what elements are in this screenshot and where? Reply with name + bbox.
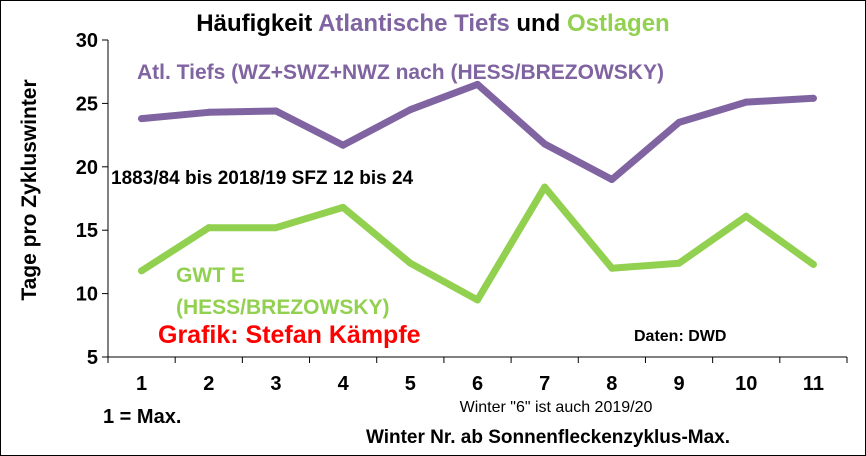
- data-point: [339, 141, 347, 149]
- data-point: [339, 203, 347, 211]
- chart-title-part-2: und: [510, 10, 567, 37]
- y-tick-label: 5: [87, 347, 98, 369]
- data-point: [474, 296, 481, 304]
- period-annotation: 1883/84 bis 2018/19 SFZ 12 bis 24: [111, 168, 414, 189]
- chart-title-part-3: Ostlagen: [567, 10, 670, 37]
- x-tick-label: 8: [606, 373, 617, 395]
- data-point: [474, 80, 481, 88]
- x-tick-label: 9: [673, 373, 684, 395]
- data-point: [675, 259, 683, 267]
- winter-note: Winter "6" ist auch 2019/20: [460, 399, 653, 416]
- data-point: [406, 259, 414, 267]
- y-tick-label: 25: [76, 93, 98, 115]
- x-tick-label: 1: [136, 373, 147, 395]
- y-tick-label: 15: [76, 220, 98, 242]
- max-note: 1 = Max.: [103, 406, 181, 428]
- data-point: [608, 175, 616, 183]
- x-tick-label: 2: [203, 373, 214, 395]
- data-point: [205, 108, 213, 116]
- data-point: [809, 94, 817, 102]
- data-point: [675, 118, 683, 126]
- data-point: [138, 267, 146, 275]
- data-point: [272, 224, 280, 232]
- y-tick-label: 10: [76, 284, 98, 306]
- chart-title-part-0: Häufigkeit: [196, 10, 318, 37]
- x-tick-label: 10: [735, 373, 757, 395]
- x-tick-label: 6: [472, 373, 483, 395]
- data-point: [272, 107, 280, 115]
- x-tick-label: 3: [270, 373, 281, 395]
- x-tick-label: 11: [803, 373, 824, 395]
- data-point: [138, 115, 146, 123]
- chart-title: Häufigkeit Atlantische Tiefs und Ostlage…: [196, 10, 669, 37]
- data-point: [541, 183, 549, 191]
- series-label-atl: Atl. Tiefs (WZ+SWZ+NWZ nach (HESS/BREZOW…: [137, 61, 664, 84]
- x-axis-title: Winter Nr. ab Sonnenfleckenzyklus-Max.: [366, 427, 730, 448]
- y-tick-label: 30: [76, 30, 98, 52]
- source-annotation: Daten: DWD: [634, 328, 726, 345]
- chart-title-part-1: Atlantische Tiefs: [318, 10, 510, 37]
- data-point: [742, 98, 750, 106]
- data-point: [205, 224, 213, 232]
- x-tick-label: 7: [539, 373, 550, 395]
- y-axis-title: Tage pro Zykluswinter: [18, 79, 41, 300]
- data-point: [608, 264, 616, 272]
- x-tick-label: 5: [405, 373, 416, 395]
- data-point: [742, 212, 750, 220]
- data-point: [541, 140, 549, 148]
- series-line-0: [138, 80, 817, 183]
- series-label-gwt-e-line2: (HESS/BREZOWSKY): [176, 296, 390, 319]
- series-label-gwt-e-line1: GWT E: [176, 264, 245, 287]
- x-tick-label: 4: [338, 373, 350, 395]
- credit-annotation: Grafik: Stefan Kämpfe: [158, 321, 421, 349]
- data-point: [809, 260, 817, 268]
- data-point: [406, 106, 414, 114]
- y-tick-label: 20: [76, 157, 98, 179]
